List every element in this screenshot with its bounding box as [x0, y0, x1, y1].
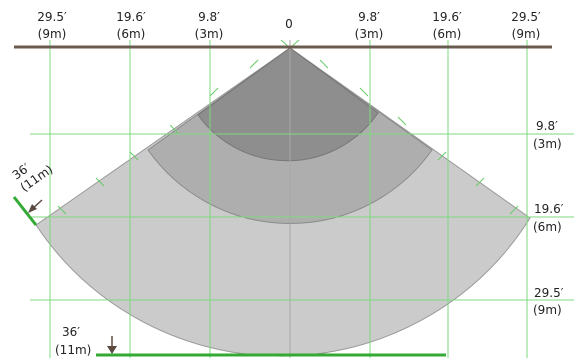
tick [319, 59, 329, 69]
edge-marker [12, 196, 38, 226]
right-label-m: (6m) [533, 220, 562, 234]
right-label-ft: 9.8′ [536, 119, 558, 133]
tick [509, 205, 519, 215]
bottom-label-ft: 36′ [62, 325, 80, 339]
top-label-ft: 29.5′ [37, 10, 67, 24]
right-axis: 9.8′ (3m) 19.6′ (6m) 29.5′ (9m) [533, 119, 564, 317]
tick [475, 177, 485, 187]
top-label-ft: 19.6′ [432, 10, 462, 24]
tick [359, 87, 369, 97]
tick [437, 151, 447, 161]
top-axis: 29.5′ (9m) 19.6′ (6m) 9.8′ (3m) 0 9.8′ (… [37, 10, 541, 41]
top-label-m: (3m) [355, 27, 384, 41]
tick [169, 124, 179, 134]
top-label-m: (9m) [512, 27, 541, 41]
grid-lines [30, 40, 574, 358]
top-label-ft: 9.8′ [198, 10, 220, 24]
top-label-ft: 9.8′ [358, 10, 380, 24]
right-label-m: (9m) [533, 303, 562, 317]
tick [397, 116, 407, 126]
right-label-ft: 19.6′ [534, 202, 564, 216]
tick [95, 177, 105, 187]
tick [209, 87, 219, 97]
right-label-ft: 29.5′ [534, 286, 564, 300]
bottom-arrow-icon [107, 336, 117, 354]
top-label-ft: 19.6′ [116, 10, 146, 24]
zone-inner [197, 47, 379, 162]
top-label-m: (3m) [195, 27, 224, 41]
top-label-ft: 0 [285, 17, 293, 31]
top-label-m: (9m) [38, 27, 67, 41]
tick [249, 59, 259, 69]
tick [129, 151, 139, 161]
top-label-ft: 29.5′ [511, 10, 541, 24]
top-label-m: (6m) [117, 27, 146, 41]
top-label-m: (6m) [433, 27, 462, 41]
edge-ticks [57, 59, 519, 215]
edge-arrow-icon [28, 199, 43, 213]
bottom-label-m: (11m) [55, 343, 91, 357]
tick [57, 205, 67, 215]
right-label-m: (3m) [533, 137, 562, 151]
